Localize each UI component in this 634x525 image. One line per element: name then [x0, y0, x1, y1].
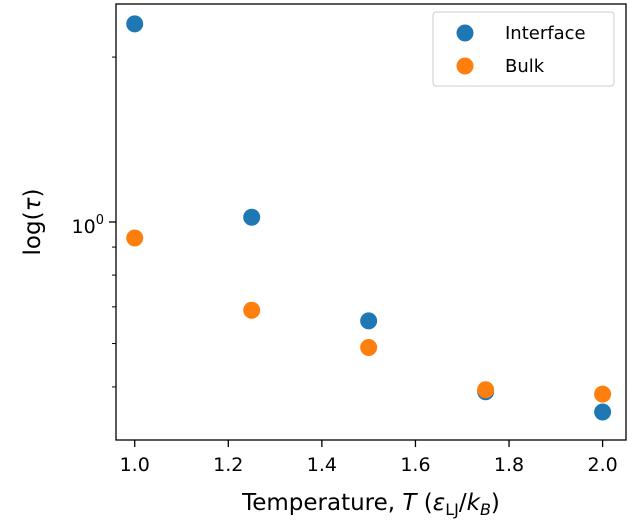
legend-marker-bulk	[456, 57, 474, 75]
point-bulk	[477, 381, 495, 399]
data-points	[126, 15, 612, 421]
y-major-tick-label: 100	[72, 213, 104, 238]
x-axis-label: Temperature, T (εLJ/kB)	[241, 490, 500, 519]
x-tick-label: 1.0	[120, 454, 150, 476]
legend: Interface Bulk	[432, 11, 615, 87]
x-tick-label: 1.2	[213, 454, 243, 476]
point-bulk	[360, 339, 378, 357]
axis-ticks: 1.0 1.2 1.4 1.6 1.8 2.0	[109, 56, 618, 476]
plot-frame	[115, 3, 627, 441]
point-interface	[243, 208, 261, 226]
point-bulk	[594, 385, 612, 403]
legend-marker-interface	[456, 24, 474, 42]
x-tick-label: 2.0	[587, 454, 617, 476]
point-interface	[360, 312, 378, 330]
point-interface	[126, 15, 144, 33]
point-bulk	[126, 229, 144, 247]
point-bulk	[243, 301, 261, 319]
point-interface	[594, 403, 612, 421]
y-axis-label: log(τ)	[20, 189, 46, 256]
legend-label-interface: Interface	[505, 23, 586, 44]
x-tick-label: 1.4	[307, 454, 337, 476]
x-tick-label: 1.8	[494, 454, 524, 476]
x-tick-label: 1.6	[400, 454, 430, 476]
legend-label-bulk: Bulk	[505, 56, 545, 77]
legend-box	[432, 11, 615, 87]
